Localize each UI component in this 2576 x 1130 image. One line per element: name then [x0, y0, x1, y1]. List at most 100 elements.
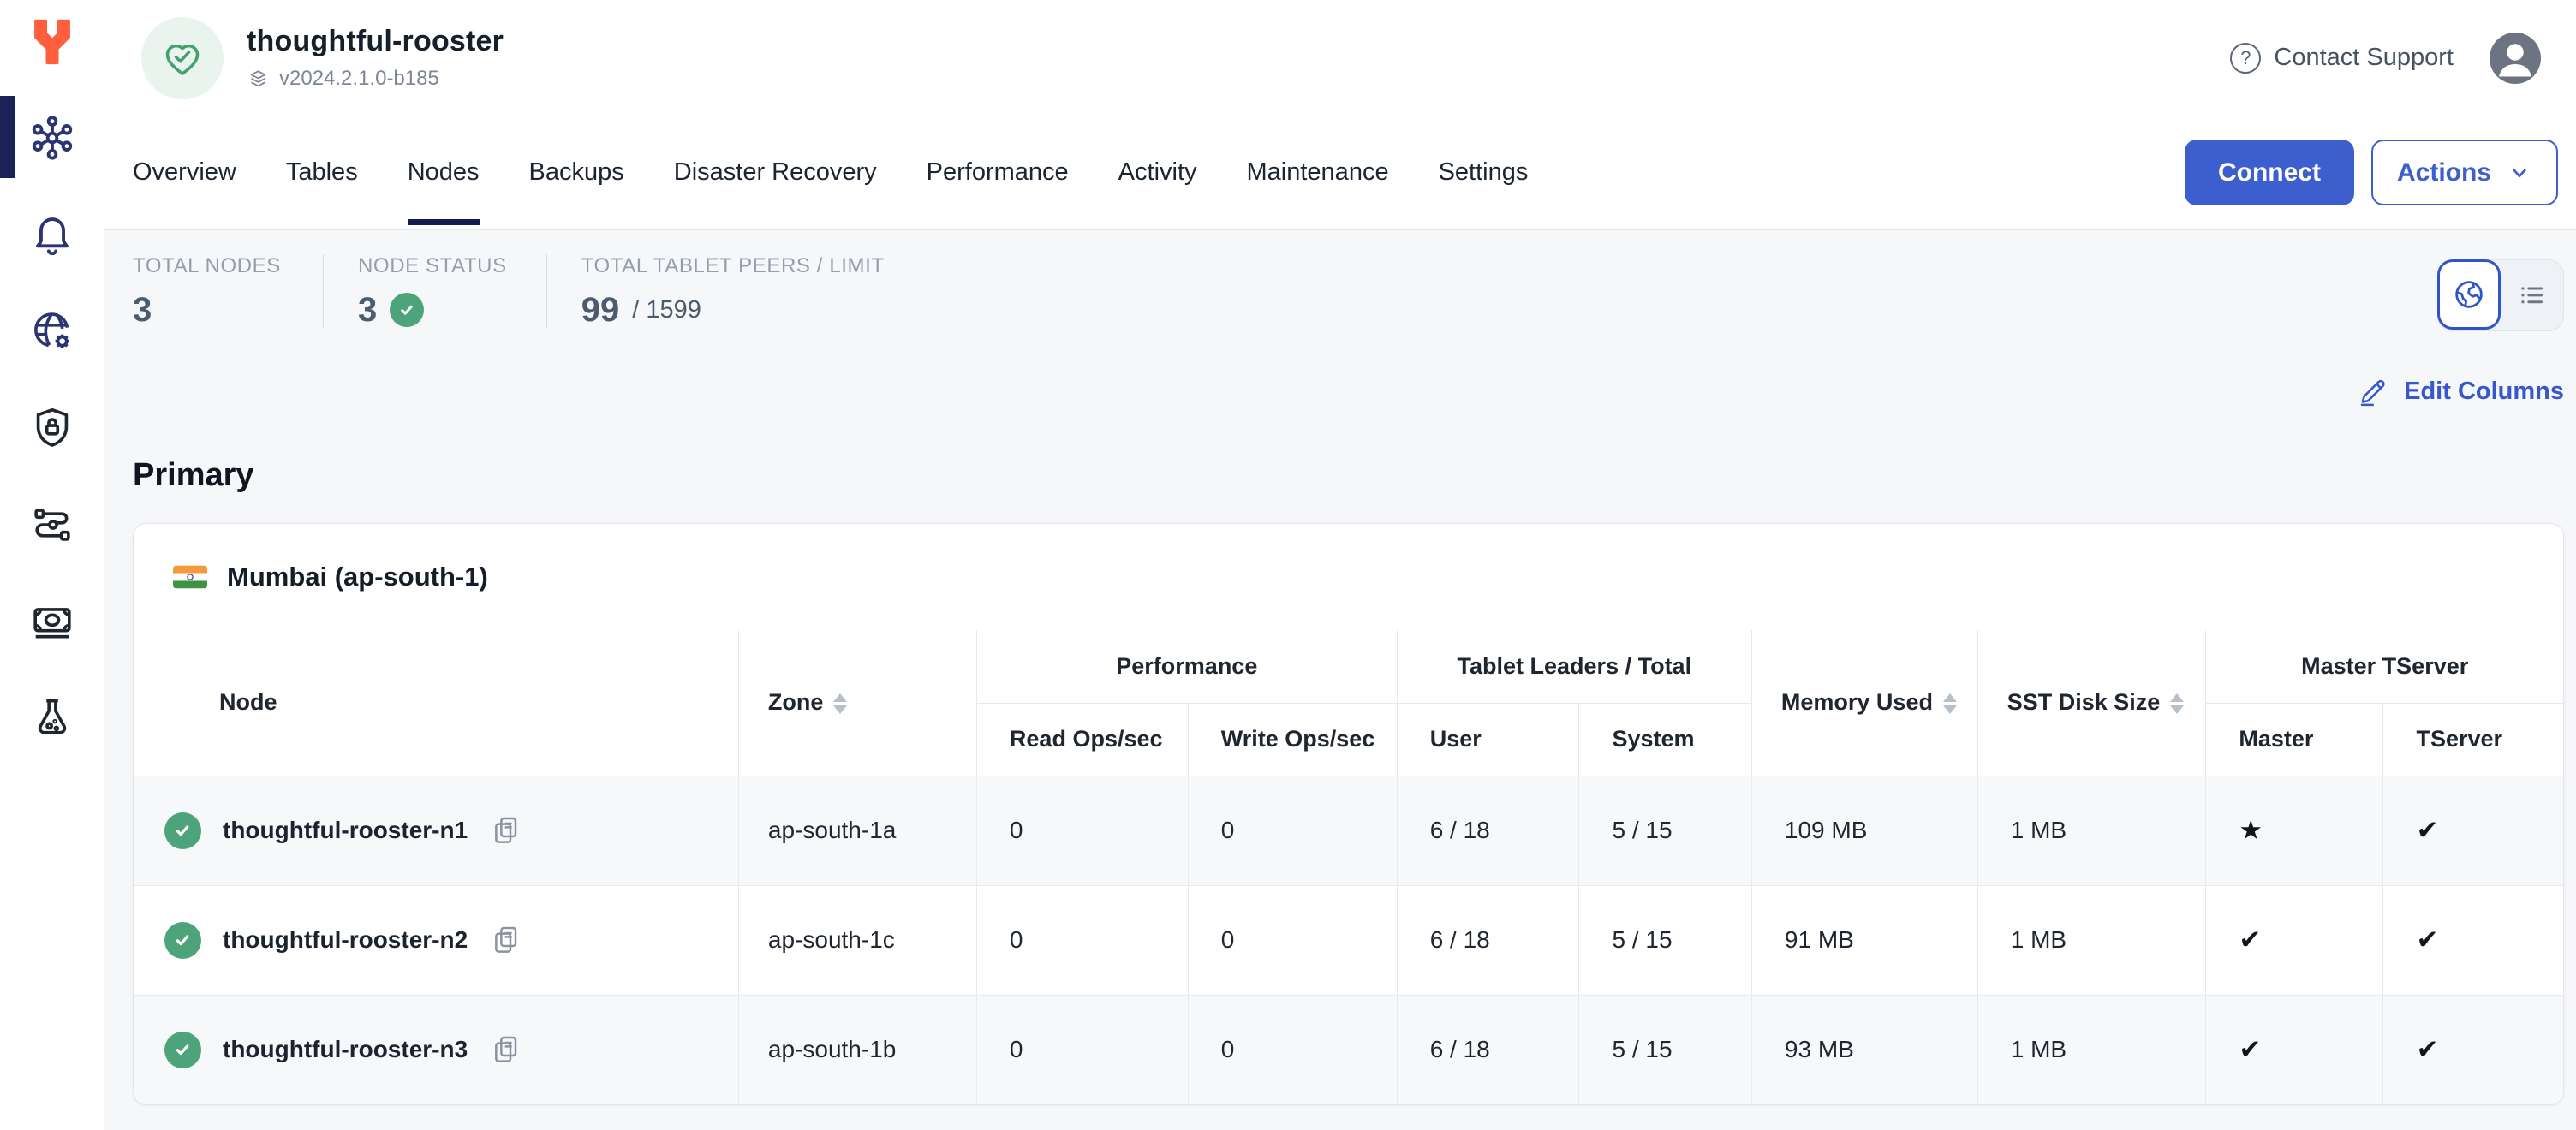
security-shield-icon[interactable] — [27, 403, 77, 453]
column-header-sst[interactable]: SST Disk Size — [1977, 630, 2206, 776]
tab-actions: Connect Actions — [2185, 140, 2558, 205]
tab-tables[interactable]: Tables — [286, 116, 358, 229]
stat-value: 99 / 1599 — [581, 292, 885, 328]
network-settings-icon[interactable] — [27, 306, 77, 356]
sort-icon — [2170, 693, 2184, 714]
cluster-icon[interactable] — [27, 113, 77, 163]
contact-support-link[interactable]: ? Contact Support — [2230, 43, 2454, 74]
actions-button[interactable]: Actions — [2371, 140, 2558, 205]
node-status-count: 3 — [358, 292, 377, 328]
column-header-zone[interactable]: Zone — [738, 630, 976, 776]
region-view-globe-icon[interactable] — [2437, 259, 2501, 330]
pencil-icon — [2357, 375, 2389, 407]
alerts-bell-icon[interactable] — [27, 210, 77, 259]
tablet-system: 5 / 15 — [1579, 885, 1751, 995]
memory-used: 109 MB — [1751, 776, 1977, 885]
node-zone: ap-south-1b — [738, 995, 976, 1104]
integrations-icon[interactable] — [27, 500, 77, 550]
section-title: Primary — [133, 458, 2564, 492]
tab-disaster-recovery[interactable]: Disaster Recovery — [674, 116, 877, 229]
column-header-user: User — [1397, 703, 1579, 776]
table-row: thoughtful-rooster-n1 ap-sou — [134, 776, 2563, 885]
list-view-icon[interactable] — [2500, 260, 2563, 330]
cluster-health-heart-icon — [141, 17, 224, 99]
sst-disk-size: 1 MB — [1977, 776, 2206, 885]
connect-button[interactable]: Connect — [2185, 140, 2354, 205]
tab-maintenance[interactable]: Maintenance — [1247, 116, 1389, 229]
tablet-user: 6 / 18 — [1397, 885, 1579, 995]
sidebar-nav — [0, 113, 104, 743]
labs-flask-icon[interactable] — [27, 693, 77, 743]
node-name: thoughtful-rooster-n3 — [223, 1036, 468, 1063]
table-row: thoughtful-rooster-n3 ap-sou — [134, 995, 2563, 1104]
topbar: thoughtful-rooster v2024.2.1.0-b185 ? Co… — [104, 0, 2576, 116]
write-ops: 0 — [1188, 885, 1397, 995]
column-header-master: Master — [2206, 703, 2383, 776]
copy-icon[interactable] — [489, 1032, 523, 1067]
tab-nodes[interactable]: Nodes — [408, 116, 480, 229]
edit-columns-label: Edit Columns — [2404, 378, 2564, 406]
main-column: thoughtful-rooster v2024.2.1.0-b185 ? Co… — [104, 0, 2576, 1130]
copy-icon[interactable] — [489, 923, 523, 957]
cluster-title-block: thoughtful-rooster v2024.2.1.0-b185 — [247, 25, 504, 91]
page-title: thoughtful-rooster — [247, 25, 504, 58]
cluster-tabs: Overview Tables Nodes Backups Disaster R… — [133, 116, 1528, 229]
column-header-memory[interactable]: Memory Used — [1751, 630, 1977, 776]
nodes-table: Node Zone Performance Tablet Leaders / T… — [134, 630, 2563, 1104]
version-row: v2024.2.1.0-b185 — [247, 67, 504, 91]
tserver-check: ✔ — [2383, 885, 2563, 995]
tablet-user: 6 / 18 — [1397, 995, 1579, 1104]
stack-icon — [247, 68, 270, 91]
actions-button-label: Actions — [2397, 158, 2491, 187]
tserver-check: ✔ — [2383, 776, 2563, 885]
cluster-tabs-bar: Overview Tables Nodes Backups Disaster R… — [104, 116, 2576, 230]
master-leader-star: ★ — [2206, 776, 2383, 885]
column-header-node: Node — [134, 630, 738, 776]
master-check: ✔ — [2206, 995, 2383, 1104]
memory-used: 93 MB — [1751, 995, 1977, 1104]
tab-activity[interactable]: Activity — [1118, 116, 1197, 229]
column-header-write-ops: Write Ops/sec — [1188, 703, 1397, 776]
billing-icon[interactable] — [27, 597, 77, 646]
node-name: thoughtful-rooster-n2 — [223, 926, 468, 954]
stat-label: TOTAL TABLET PEERS / LIMIT — [581, 254, 885, 278]
tablet-system: 5 / 15 — [1579, 995, 1751, 1104]
node-healthy-icon — [164, 1032, 201, 1068]
edit-columns-button[interactable]: Edit Columns — [2357, 375, 2564, 407]
tab-settings[interactable]: Settings — [1439, 116, 1529, 229]
india-flag-icon — [173, 565, 207, 589]
node-name: thoughtful-rooster-n1 — [223, 817, 468, 844]
read-ops: 0 — [976, 776, 1188, 885]
edit-columns-row: Edit Columns — [133, 371, 2564, 412]
tablet-system: 5 / 15 — [1579, 776, 1751, 885]
copy-icon[interactable] — [489, 813, 523, 848]
tablet-peers-limit: / 1599 — [632, 292, 701, 328]
tab-backups[interactable]: Backups — [529, 116, 624, 229]
stat-total-nodes: TOTAL NODES 3 — [133, 254, 323, 328]
version-label: v2024.2.1.0-b185 — [279, 67, 439, 91]
stats-row: TOTAL NODES 3 NODE STATUS 3 TOTAL TABLET… — [133, 230, 2564, 331]
table-row: thoughtful-rooster-n2 ap-sou — [134, 885, 2563, 995]
user-avatar[interactable] — [2490, 33, 2541, 84]
stat-tablet-peers: TOTAL TABLET PEERS / LIMIT 99 / 1599 — [546, 254, 924, 328]
yugabyte-logo[interactable] — [0, 0, 104, 68]
read-ops: 0 — [976, 995, 1188, 1104]
sidebar — [0, 0, 104, 1130]
stat-value: 3 — [133, 292, 283, 328]
tablet-peers-count: 99 — [581, 292, 620, 328]
region-card: Mumbai (ap-south-1) Node Zone — [133, 523, 2564, 1105]
stat-label: TOTAL NODES — [133, 254, 283, 278]
stat-node-status: NODE STATUS 3 — [323, 254, 546, 328]
column-group-tablet-leaders: Tablet Leaders / Total — [1397, 630, 1751, 703]
sort-icon — [833, 693, 847, 714]
tab-performance[interactable]: Performance — [927, 116, 1069, 229]
node-zone: ap-south-1a — [738, 776, 976, 885]
node-healthy-icon — [164, 812, 201, 849]
sst-disk-size: 1 MB — [1977, 995, 2206, 1104]
check-circle-icon — [390, 293, 424, 327]
tserver-check: ✔ — [2383, 995, 2563, 1104]
memory-used: 91 MB — [1751, 885, 1977, 995]
tab-overview[interactable]: Overview — [133, 116, 236, 229]
master-check: ✔ — [2206, 885, 2383, 995]
chevron-down-icon — [2507, 160, 2532, 186]
